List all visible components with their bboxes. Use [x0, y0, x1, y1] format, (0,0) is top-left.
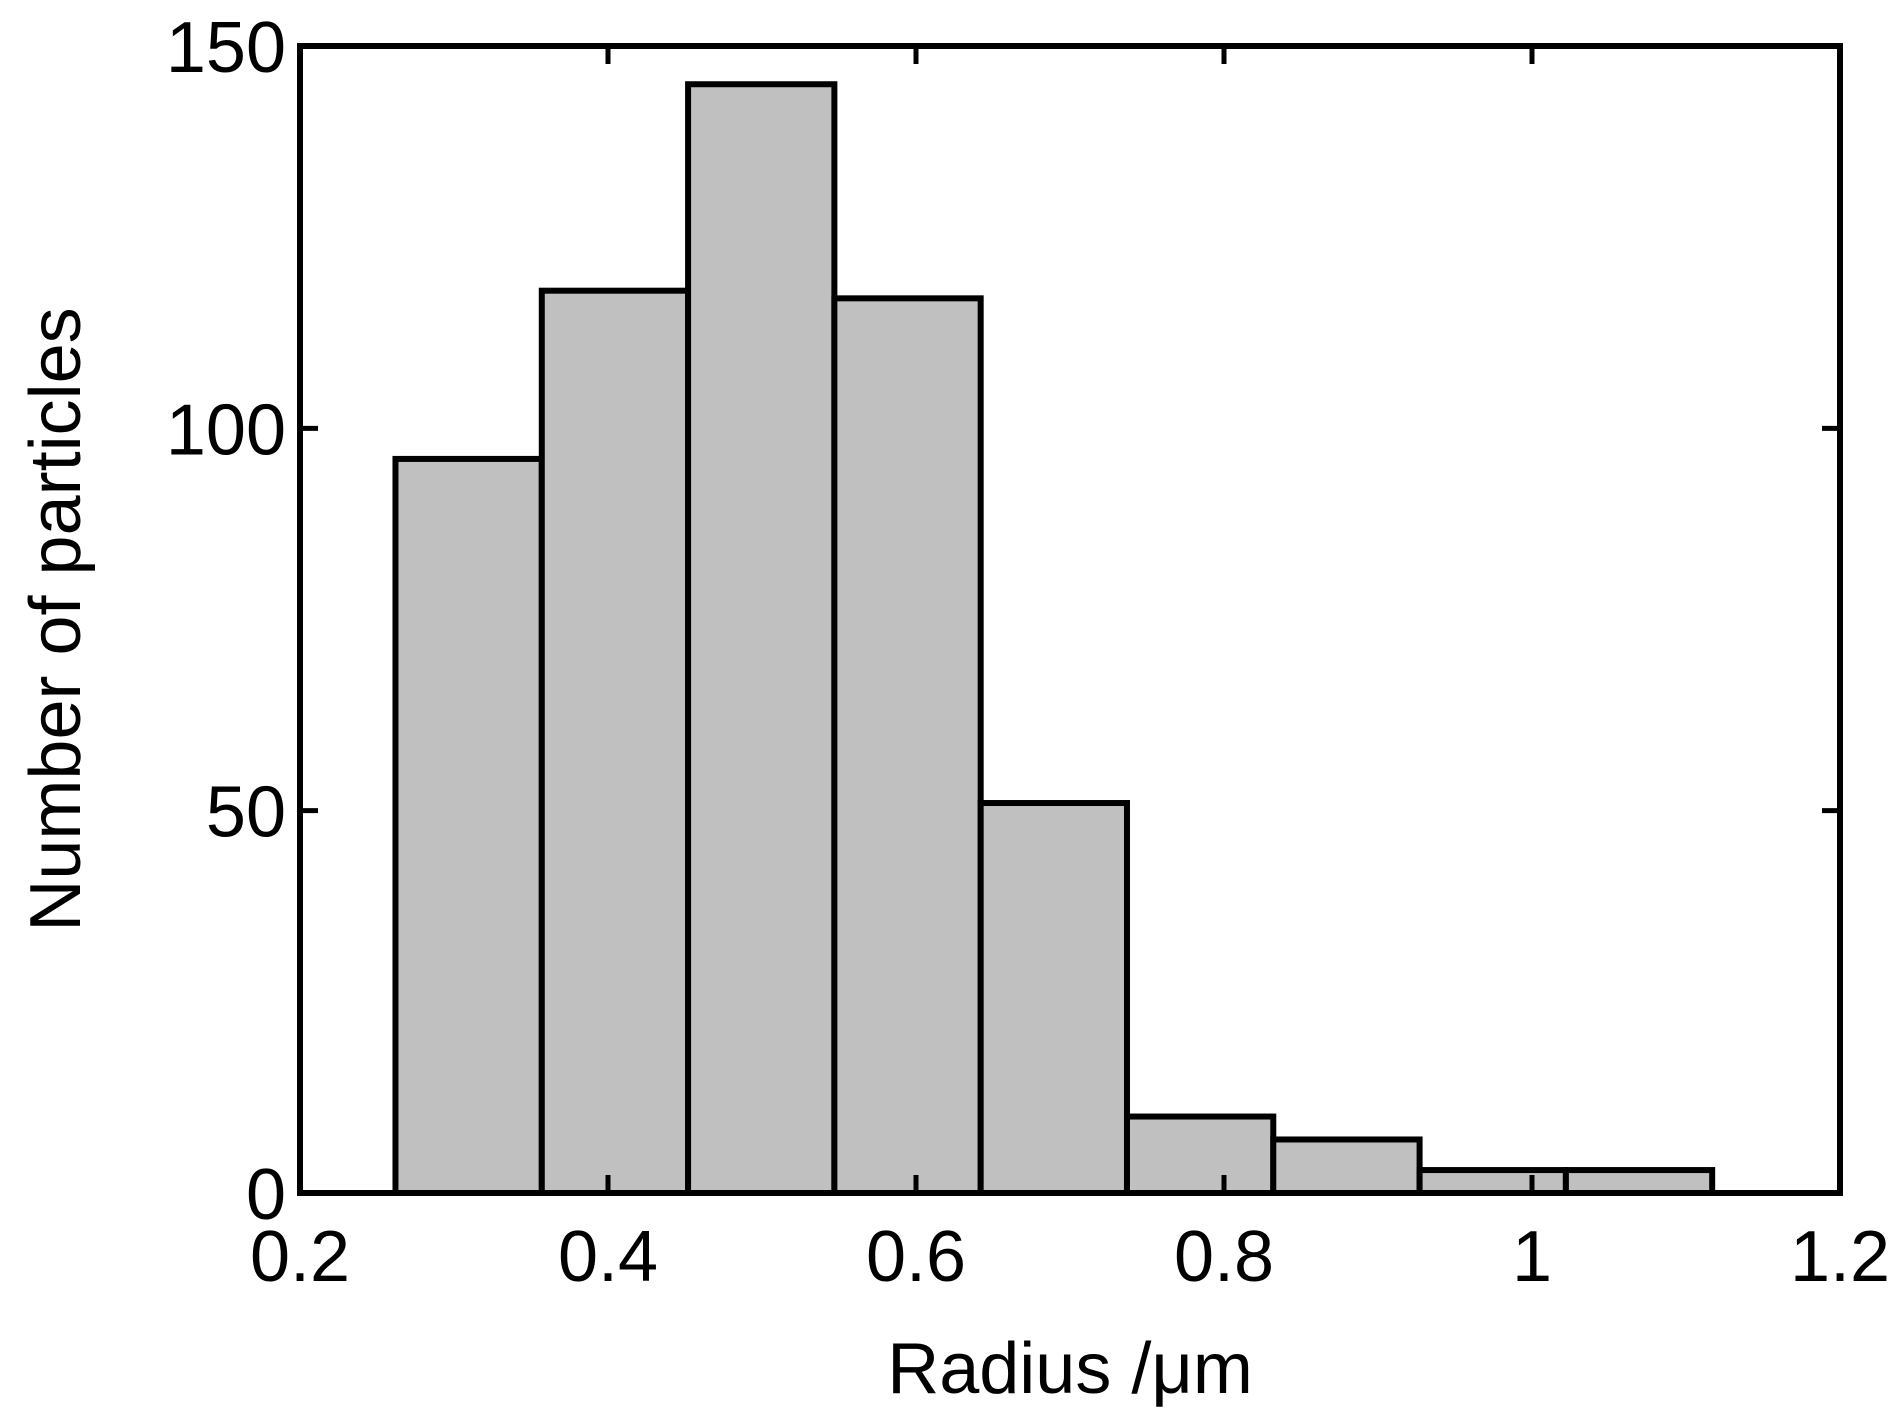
bars-layer [392, 81, 1716, 1197]
histogram-bar-8 [1416, 1167, 1569, 1197]
x-axis-label: Radius /μm [887, 1329, 1253, 1409]
y-tick-label-2: 100 [166, 390, 286, 470]
y-tick-label-1: 50 [206, 773, 286, 853]
x-tick-label-4: 1 [1512, 1217, 1552, 1297]
x-tick-labels: 0.2 0.4 0.6 0.8 1 1.2 [250, 1217, 1890, 1297]
histogram-bar-7 [1270, 1136, 1423, 1197]
x-tick-label-0: 0.2 [250, 1217, 350, 1297]
y-tick-label-3: 150 [166, 8, 286, 88]
y-tick-labels: 0 50 100 150 [166, 8, 286, 1235]
x-tick-label-2: 0.6 [866, 1217, 966, 1297]
x-tick-label-5: 1.2 [1790, 1217, 1890, 1297]
x-tick-label-3: 0.8 [1174, 1217, 1274, 1297]
y-axis-label: Number of particles [16, 307, 96, 931]
histogram-bar-1 [392, 455, 545, 1197]
x-tick-label-1: 0.4 [558, 1217, 658, 1297]
histogram-bar-4 [831, 295, 984, 1196]
plot-frame [297, 43, 1843, 1196]
histogram-bar-5 [977, 800, 1130, 1197]
ticks-layer [297, 43, 1843, 1196]
histogram-bar-6 [1123, 1113, 1277, 1196]
histogram-bar-2 [538, 287, 692, 1196]
histogram-bar-9 [1562, 1167, 1716, 1197]
histogram-bar-3 [685, 81, 838, 1197]
y-tick-label-0: 0 [246, 1155, 286, 1235]
